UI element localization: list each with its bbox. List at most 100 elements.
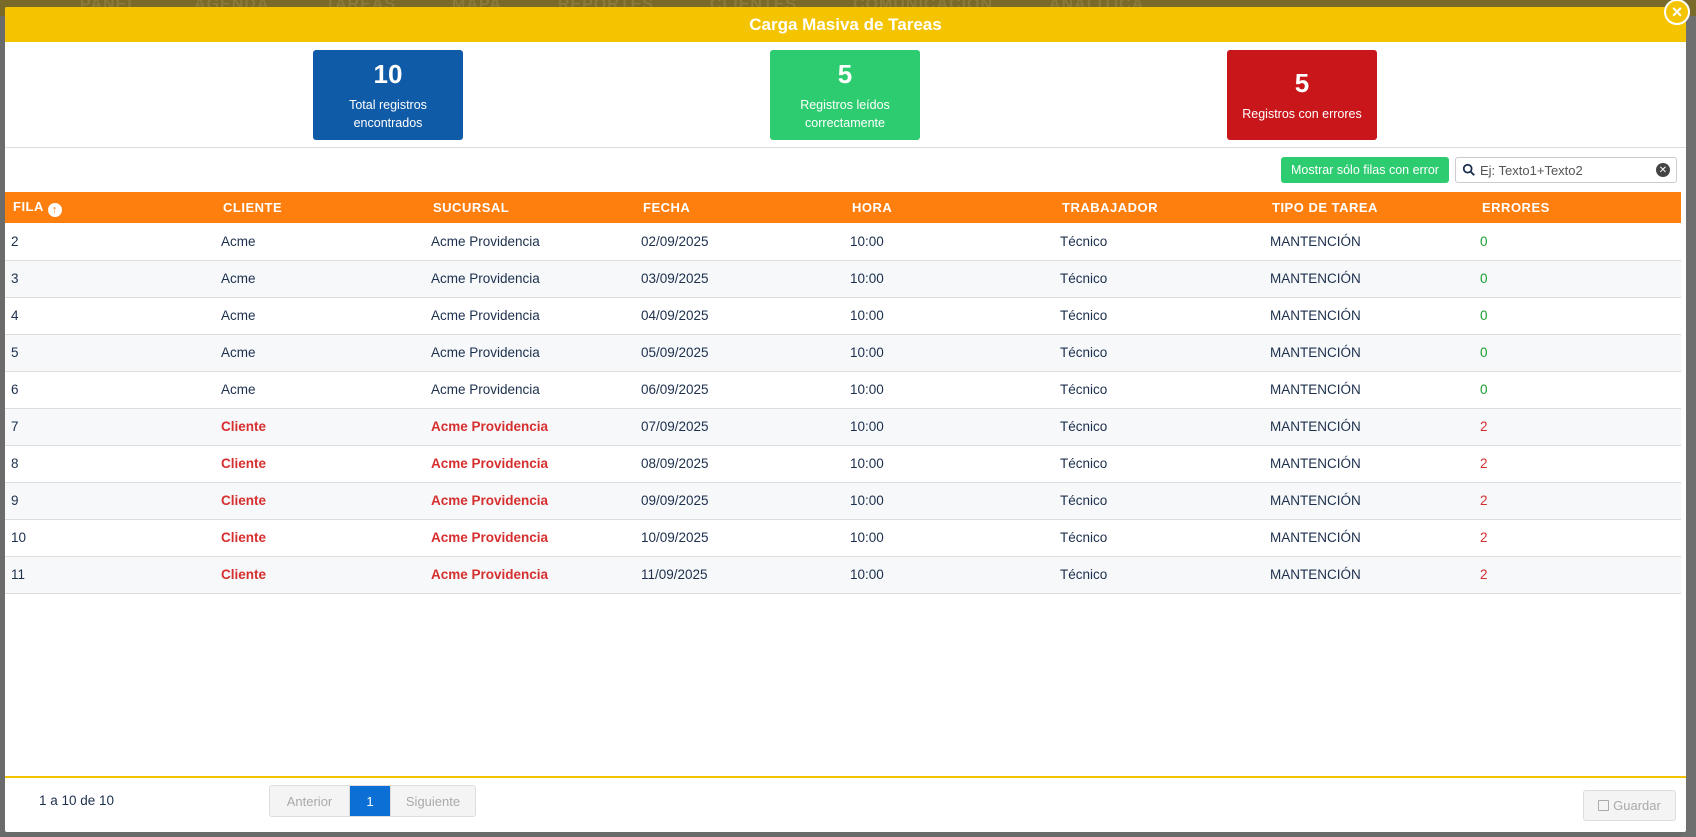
column-header-sucursal[interactable]: SUCURSAL — [433, 200, 510, 215]
save-icon — [1598, 800, 1610, 811]
table-row[interactable]: 5 Acme Acme Providencia 05/09/2025 10:00 Técn… — [5, 334, 1681, 372]
clear-search-icon[interactable]: ✕ — [1656, 163, 1670, 177]
cell-fila: 2 — [5, 223, 215, 261]
cell-tipo: MANTENCIÓN — [1264, 519, 1474, 557]
column-header-cliente[interactable]: CLIENTE — [223, 200, 283, 215]
cell-cliente: Acme — [215, 223, 425, 261]
cell-fila: 9 — [5, 482, 215, 520]
stat-total: 10 Total registros encontrados — [313, 50, 463, 140]
cell-fila: 5 — [5, 334, 215, 372]
stat-total-value: 10 — [373, 58, 403, 89]
cell-fecha: 06/09/2025 — [635, 371, 844, 409]
cell-cliente: Acme — [215, 334, 425, 372]
cell-hora: 10:00 — [844, 408, 1054, 446]
cell-cliente: Acme — [215, 260, 425, 298]
cell-hora: 10:00 — [844, 223, 1054, 261]
cell-tipo: MANTENCIÓN — [1264, 334, 1474, 372]
cell-hora: 10:00 — [844, 260, 1054, 298]
previous-page-button[interactable]: Anterior — [270, 786, 350, 816]
cell-trabajador: Técnico — [1054, 408, 1264, 446]
cell-sucursal: Acme Providencia — [425, 482, 635, 520]
cell-fila: 7 — [5, 408, 215, 446]
pagination: Anterior 1 Siguiente — [269, 785, 476, 817]
cell-tipo: MANTENCIÓN — [1264, 371, 1474, 409]
search-icon — [1462, 163, 1475, 176]
cell-tipo: MANTENCIÓN — [1264, 408, 1474, 446]
cell-fila: 4 — [5, 297, 215, 335]
next-page-button[interactable]: Siguiente — [390, 786, 475, 816]
cell-errores: 0 — [1474, 297, 1681, 335]
table-row[interactable]: 11 Cliente Acme Providencia 11/09/2025 10:00… — [5, 556, 1681, 594]
cell-fecha: 04/09/2025 — [635, 297, 844, 335]
cell-errores: 0 — [1474, 371, 1681, 409]
cell-cliente: Cliente — [215, 408, 425, 446]
cell-trabajador: Técnico — [1054, 519, 1264, 557]
cell-trabajador: Técnico — [1054, 297, 1264, 335]
cell-trabajador: Técnico — [1054, 371, 1264, 409]
show-errors-only-button[interactable]: Mostrar sólo filas con error — [1281, 157, 1449, 183]
cell-sucursal: Acme Providencia — [425, 297, 635, 335]
cell-trabajador: Técnico — [1054, 445, 1264, 483]
table-row[interactable]: 7 Cliente Acme Providencia 07/09/2025 10:00 T… — [5, 408, 1681, 446]
stat-errors-value: 5 — [1294, 67, 1310, 98]
cell-tipo: MANTENCIÓN — [1264, 445, 1474, 483]
close-icon[interactable]: × — [1664, 0, 1690, 25]
stat-total-label: Total registros encontrados — [349, 97, 427, 130]
stat-ok-value: 5 — [837, 58, 853, 89]
cell-fila: 10 — [5, 519, 215, 557]
column-header-errores[interactable]: ERRORES — [1482, 200, 1550, 215]
sort-ascending-icon[interactable]: ↑ — [47, 202, 62, 217]
cell-fila: 6 — [5, 371, 215, 409]
modal-header: Carga Masiva de Tareas — [5, 7, 1686, 42]
cell-hora: 10:00 — [844, 334, 1054, 372]
cell-hora: 10:00 — [844, 519, 1054, 557]
page-1-button[interactable]: 1 — [350, 786, 390, 816]
cell-tipo: MANTENCIÓN — [1264, 556, 1474, 594]
cell-errores: 2 — [1474, 556, 1681, 594]
cell-fila: 11 — [5, 556, 215, 594]
cell-sucursal: Acme Providencia — [425, 519, 635, 557]
table-row[interactable]: 9 Cliente Acme Providencia 09/09/2025 10:00 T… — [5, 482, 1681, 520]
table-row[interactable]: 3 Acme Acme Providencia 03/09/2025 10:00 Técn… — [5, 260, 1681, 298]
cell-errores: 2 — [1474, 445, 1681, 483]
cell-fecha: 07/09/2025 — [635, 408, 844, 446]
cell-cliente: Cliente — [215, 482, 425, 520]
cell-tipo: MANTENCIÓN — [1264, 297, 1474, 335]
table-header-row: FILA ↑ CLIENTE SUCURSAL FECHA HORA TRABAJ… — [5, 192, 1681, 223]
cell-sucursal: Acme Providencia — [425, 445, 635, 483]
cell-sucursal: Acme Providencia — [425, 556, 635, 594]
table-row[interactable]: 2 Acme Acme Providencia 02/09/2025 10:00 Técn… — [5, 223, 1681, 261]
cell-hora: 10:00 — [844, 297, 1054, 335]
search-box[interactable]: ✕ — [1455, 157, 1677, 183]
pagination-range: 1 a 10 de 10 — [39, 793, 115, 808]
cell-cliente: Cliente — [215, 519, 425, 557]
column-header-trabajador[interactable]: TRABAJADOR — [1062, 200, 1158, 215]
modal-title: Carga Masiva de Tareas — [749, 14, 942, 34]
table-row[interactable]: 6 Acme Acme Providencia 06/09/2025 10:00 Técn… — [5, 371, 1681, 409]
cell-tipo: MANTENCIÓN — [1264, 260, 1474, 298]
cell-fecha: 05/09/2025 — [635, 334, 844, 372]
bulk-upload-modal: Carga Masiva de Tareas × 10 Total regist… — [5, 0, 1690, 832]
save-button[interactable]: Guardar — [1583, 790, 1676, 821]
stat-ok-label: Registros leídos correctamente — [800, 97, 890, 130]
column-header-fila[interactable]: FILA ↑ — [5, 192, 215, 223]
cell-trabajador: Técnico — [1054, 334, 1264, 372]
table-row[interactable]: 4 Acme Acme Providencia 04/09/2025 10:00 Técn… — [5, 297, 1681, 335]
column-header-tipo[interactable]: TIPO DE TAREA — [1272, 200, 1378, 215]
column-header-fecha[interactable]: FECHA — [643, 200, 691, 215]
cell-fecha: 09/09/2025 — [635, 482, 844, 520]
search-input[interactable] — [1480, 162, 1650, 178]
stat-ok: 5 Registros leídos correctamente — [770, 50, 920, 140]
cell-sucursal: Acme Providencia — [425, 334, 635, 372]
cell-hora: 10:00 — [844, 371, 1054, 409]
results-table: FILA ↑ CLIENTE SUCURSAL FECHA HORA TRABAJ… — [5, 192, 1681, 594]
cell-errores: 2 — [1474, 482, 1681, 520]
cell-fecha: 03/09/2025 — [635, 260, 844, 298]
table-row[interactable]: 10 Cliente Acme Providencia 10/09/2025 10:00… — [5, 519, 1681, 557]
cell-errores: 0 — [1474, 334, 1681, 372]
column-header-hora[interactable]: HORA — [852, 200, 893, 215]
cell-hora: 10:00 — [844, 556, 1054, 594]
table-row[interactable]: 8 Cliente Acme Providencia 08/09/2025 10:00 T… — [5, 445, 1681, 483]
cell-fecha: 08/09/2025 — [635, 445, 844, 483]
cell-tipo: MANTENCIÓN — [1264, 223, 1474, 261]
